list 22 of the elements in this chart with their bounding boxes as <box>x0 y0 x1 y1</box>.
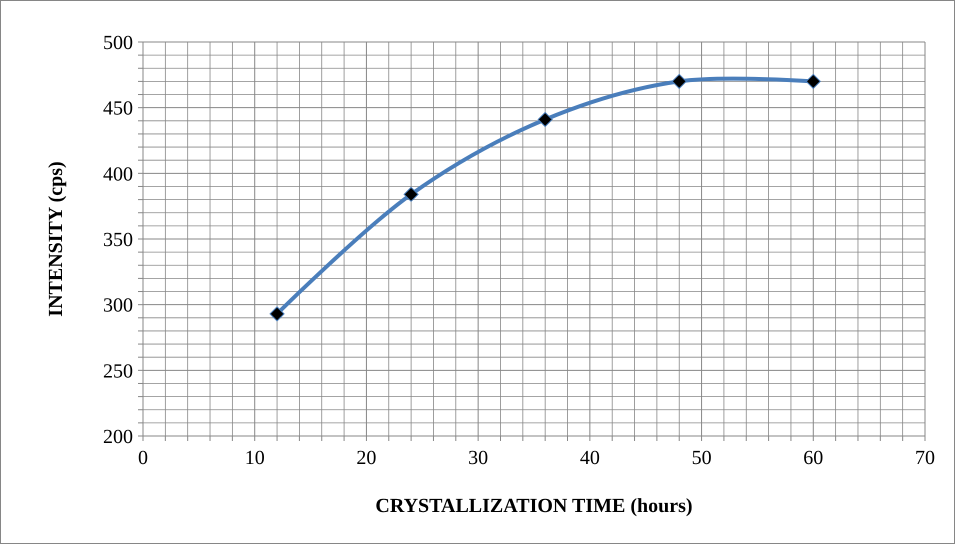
point <box>404 186 419 202</box>
x-tick-label: 70 <box>915 447 935 469</box>
x-tick-label: 60 <box>803 447 824 469</box>
point <box>538 112 553 127</box>
x-tick-label: 10 <box>244 447 265 469</box>
x-tick-label: 50 <box>692 447 712 469</box>
x-tick-label: 30 <box>468 447 488 469</box>
x-tick-label: 20 <box>356 447 376 469</box>
y-tick-label: 250 <box>103 360 133 382</box>
x-axis-title: CRYSTALLIZATION TIME (hours) <box>375 495 693 517</box>
y-axis-title: INTENSITY (cps) <box>45 161 67 317</box>
y-tick-label: 400 <box>103 163 133 186</box>
y-tick-label: 300 <box>103 294 133 317</box>
y-tick-label: 200 <box>103 426 133 448</box>
x-tick-label: 40 <box>580 447 600 469</box>
y-tick-label: 500 <box>103 32 133 54</box>
x-tick-label: 0 <box>138 447 148 469</box>
y-tick-label: 450 <box>103 98 133 120</box>
y-tick-label: 350 <box>103 229 133 251</box>
point <box>270 306 285 322</box>
point <box>806 74 821 89</box>
point <box>672 74 687 89</box>
